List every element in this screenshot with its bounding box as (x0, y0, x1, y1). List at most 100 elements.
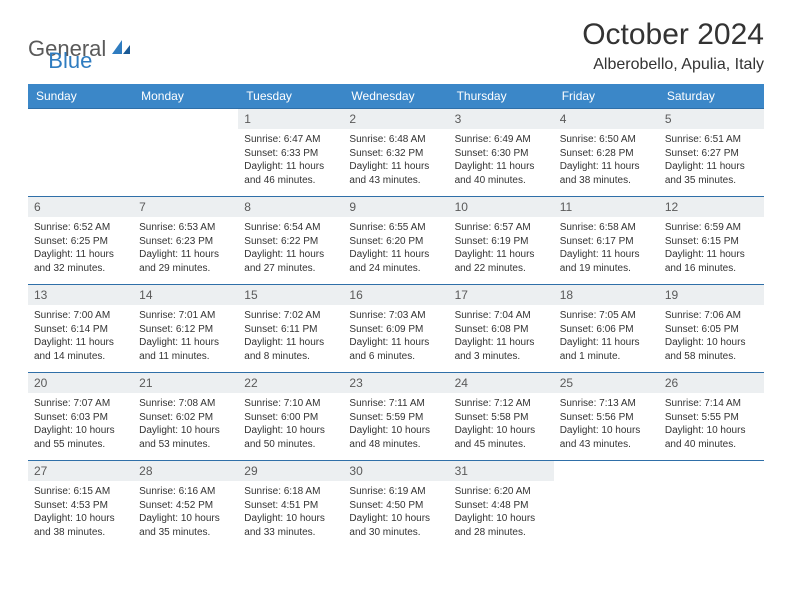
calendar-week-row: 13Sunrise: 7:00 AMSunset: 6:14 PMDayligh… (28, 285, 764, 373)
day-sunrise: Sunrise: 6:50 AM (560, 133, 653, 147)
calendar-table: SundayMondayTuesdayWednesdayThursdayFrid… (28, 84, 764, 549)
day-details: Sunrise: 6:53 AMSunset: 6:23 PMDaylight:… (133, 217, 238, 281)
day-sunrise: Sunrise: 7:12 AM (455, 397, 548, 411)
day-daylight1: Daylight: 11 hours (349, 248, 442, 262)
day-number: 24 (449, 373, 554, 393)
day-daylight2: and 43 minutes. (349, 174, 442, 188)
day-daylight2: and 40 minutes. (455, 174, 548, 188)
day-daylight1: Daylight: 10 hours (34, 424, 127, 438)
day-daylight2: and 30 minutes. (349, 526, 442, 540)
day-sunrise: Sunrise: 6:55 AM (349, 221, 442, 235)
day-number: 23 (343, 373, 448, 393)
day-sunset: Sunset: 6:22 PM (244, 235, 337, 249)
day-daylight2: and 29 minutes. (139, 262, 232, 276)
day-daylight1: Daylight: 10 hours (34, 512, 127, 526)
day-sunrise: Sunrise: 6:18 AM (244, 485, 337, 499)
day-daylight1: Daylight: 11 hours (244, 248, 337, 262)
day-sunset: Sunset: 4:50 PM (349, 499, 442, 513)
day-daylight2: and 24 minutes. (349, 262, 442, 276)
day-details: Sunrise: 7:14 AMSunset: 5:55 PMDaylight:… (659, 393, 764, 457)
day-number: 30 (343, 461, 448, 481)
day-sunrise: Sunrise: 7:02 AM (244, 309, 337, 323)
day-details: Sunrise: 6:59 AMSunset: 6:15 PMDaylight:… (659, 217, 764, 281)
day-number: 12 (659, 197, 764, 217)
day-daylight1: Daylight: 10 hours (455, 424, 548, 438)
day-daylight1: Daylight: 11 hours (560, 248, 653, 262)
location-text: Alberobello, Apulia, Italy (582, 56, 764, 74)
day-daylight1: Daylight: 11 hours (349, 160, 442, 174)
weekday-header: Monday (133, 84, 238, 109)
day-sunset: Sunset: 5:58 PM (455, 411, 548, 425)
weekday-header: Tuesday (238, 84, 343, 109)
calendar-day-cell: 9Sunrise: 6:55 AMSunset: 6:20 PMDaylight… (343, 197, 448, 285)
day-sunrise: Sunrise: 6:53 AM (139, 221, 232, 235)
day-sunrise: Sunrise: 6:48 AM (349, 133, 442, 147)
day-details: Sunrise: 6:15 AMSunset: 4:53 PMDaylight:… (28, 481, 133, 545)
day-number: 8 (238, 197, 343, 217)
day-sunset: Sunset: 4:53 PM (34, 499, 127, 513)
day-sunset: Sunset: 6:15 PM (665, 235, 758, 249)
day-number: 26 (659, 373, 764, 393)
calendar-day-cell: 7Sunrise: 6:53 AMSunset: 6:23 PMDaylight… (133, 197, 238, 285)
weekday-header: Wednesday (343, 84, 448, 109)
day-daylight1: Daylight: 10 hours (455, 512, 548, 526)
day-details: Sunrise: 6:55 AMSunset: 6:20 PMDaylight:… (343, 217, 448, 281)
day-sunset: Sunset: 6:11 PM (244, 323, 337, 337)
day-details: Sunrise: 6:48 AMSunset: 6:32 PMDaylight:… (343, 129, 448, 193)
calendar-week-row: 6Sunrise: 6:52 AMSunset: 6:25 PMDaylight… (28, 197, 764, 285)
day-sunrise: Sunrise: 6:58 AM (560, 221, 653, 235)
day-sunrise: Sunrise: 7:03 AM (349, 309, 442, 323)
day-daylight1: Daylight: 11 hours (560, 160, 653, 174)
day-number: 28 (133, 461, 238, 481)
day-number: 11 (554, 197, 659, 217)
calendar-day-cell: 10Sunrise: 6:57 AMSunset: 6:19 PMDayligh… (449, 197, 554, 285)
calendar-header-row: SundayMondayTuesdayWednesdayThursdayFrid… (28, 84, 764, 109)
day-daylight1: Daylight: 11 hours (244, 336, 337, 350)
day-details: Sunrise: 6:49 AMSunset: 6:30 PMDaylight:… (449, 129, 554, 193)
calendar-day-cell: 18Sunrise: 7:05 AMSunset: 6:06 PMDayligh… (554, 285, 659, 373)
day-details: Sunrise: 7:13 AMSunset: 5:56 PMDaylight:… (554, 393, 659, 457)
day-sunrise: Sunrise: 6:19 AM (349, 485, 442, 499)
day-number: 20 (28, 373, 133, 393)
weekday-header: Thursday (449, 84, 554, 109)
day-sunset: Sunset: 6:12 PM (139, 323, 232, 337)
day-number: 17 (449, 285, 554, 305)
day-daylight1: Daylight: 11 hours (665, 248, 758, 262)
day-number: 1 (238, 109, 343, 129)
day-number: 4 (554, 109, 659, 129)
day-sunrise: Sunrise: 6:59 AM (665, 221, 758, 235)
day-daylight1: Daylight: 11 hours (455, 336, 548, 350)
day-number: 22 (238, 373, 343, 393)
day-sunset: Sunset: 6:30 PM (455, 147, 548, 161)
day-daylight2: and 55 minutes. (34, 438, 127, 452)
calendar-day-cell: . (133, 109, 238, 197)
day-daylight2: and 58 minutes. (665, 350, 758, 364)
day-daylight2: and 48 minutes. (349, 438, 442, 452)
day-number: 9 (343, 197, 448, 217)
day-details: Sunrise: 7:12 AMSunset: 5:58 PMDaylight:… (449, 393, 554, 457)
day-sunset: Sunset: 6:14 PM (34, 323, 127, 337)
day-daylight1: Daylight: 11 hours (139, 336, 232, 350)
day-sunrise: Sunrise: 6:47 AM (244, 133, 337, 147)
day-daylight1: Daylight: 10 hours (139, 424, 232, 438)
day-sunset: Sunset: 6:28 PM (560, 147, 653, 161)
day-sunrise: Sunrise: 7:08 AM (139, 397, 232, 411)
calendar-day-cell: 20Sunrise: 7:07 AMSunset: 6:03 PMDayligh… (28, 373, 133, 461)
calendar-day-cell: 23Sunrise: 7:11 AMSunset: 5:59 PMDayligh… (343, 373, 448, 461)
day-daylight1: Daylight: 11 hours (244, 160, 337, 174)
day-daylight2: and 43 minutes. (560, 438, 653, 452)
calendar-day-cell: 22Sunrise: 7:10 AMSunset: 6:00 PMDayligh… (238, 373, 343, 461)
day-sunrise: Sunrise: 7:11 AM (349, 397, 442, 411)
day-details: Sunrise: 7:07 AMSunset: 6:03 PMDaylight:… (28, 393, 133, 457)
day-daylight2: and 28 minutes. (455, 526, 548, 540)
day-number: 10 (449, 197, 554, 217)
day-sunset: Sunset: 6:25 PM (34, 235, 127, 249)
day-sunrise: Sunrise: 7:06 AM (665, 309, 758, 323)
day-sunrise: Sunrise: 6:49 AM (455, 133, 548, 147)
day-sunrise: Sunrise: 6:20 AM (455, 485, 548, 499)
day-details: Sunrise: 6:52 AMSunset: 6:25 PMDaylight:… (28, 217, 133, 281)
day-details: Sunrise: 6:20 AMSunset: 4:48 PMDaylight:… (449, 481, 554, 545)
day-sunrise: Sunrise: 6:16 AM (139, 485, 232, 499)
calendar-day-cell: 13Sunrise: 7:00 AMSunset: 6:14 PMDayligh… (28, 285, 133, 373)
day-daylight2: and 32 minutes. (34, 262, 127, 276)
